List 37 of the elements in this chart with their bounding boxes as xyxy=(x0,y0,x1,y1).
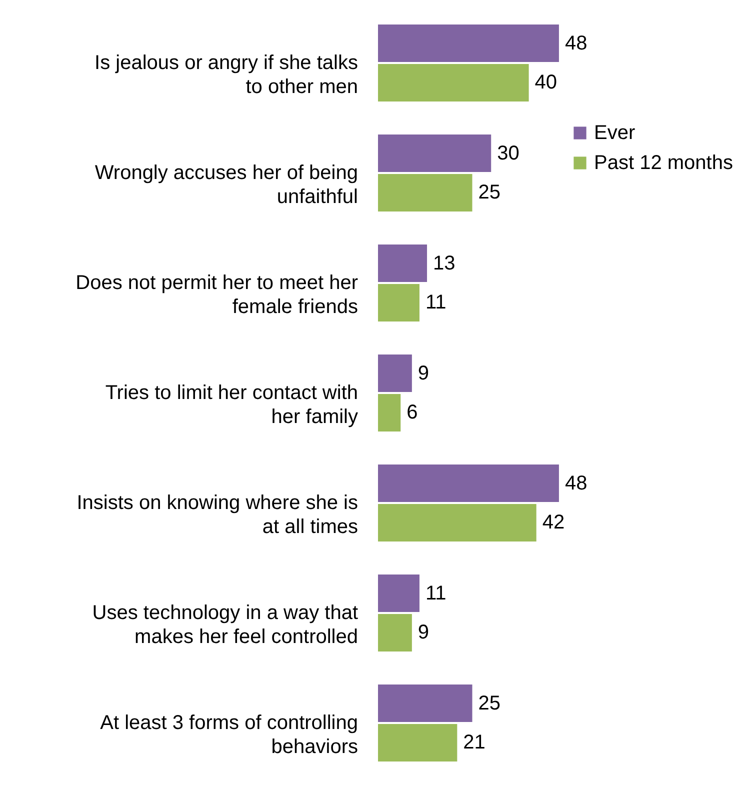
y-tick-label: Uses technology in a way that makes her feel controlled xyxy=(92,602,358,648)
legend-label: Ever xyxy=(594,122,636,144)
bar xyxy=(378,464,559,502)
data-label: 11 xyxy=(425,582,446,604)
bar xyxy=(378,724,458,762)
y-tick-label: Tries to limit her contact with her family xyxy=(105,382,358,428)
y-tick-label: Wrongly accuses her of being unfaithful xyxy=(94,162,358,208)
bar xyxy=(378,284,420,322)
bar xyxy=(378,354,412,392)
data-label: 9 xyxy=(418,622,430,644)
bar xyxy=(378,394,401,432)
data-label: 6 xyxy=(406,402,418,424)
data-label: 9 xyxy=(418,362,430,384)
bar xyxy=(378,574,420,612)
data-label: 40 xyxy=(534,72,558,94)
bar xyxy=(378,174,472,212)
data-label: 13 xyxy=(433,252,456,274)
data-label: 11 xyxy=(425,292,446,314)
y-tick-label: Insists on knowing where she is at all times xyxy=(76,492,358,538)
y-tick-label: Does not permit her to meet her female friends xyxy=(76,272,358,318)
data-label: 25 xyxy=(478,182,500,204)
data-label: 48 xyxy=(564,32,588,54)
bar xyxy=(378,64,529,102)
bar xyxy=(378,24,559,62)
data-label: 42 xyxy=(542,512,565,534)
bar xyxy=(378,614,412,652)
data-label: 25 xyxy=(478,692,500,714)
data-label: 48 xyxy=(564,472,588,494)
y-tick-label: At least 3 forms of controlling behaviors xyxy=(100,712,358,758)
data-label: 21 xyxy=(463,732,486,754)
bar xyxy=(378,684,472,722)
legend-label: Past 12 months xyxy=(594,152,733,174)
data-label: 30 xyxy=(497,142,520,164)
bar xyxy=(378,504,536,542)
y-tick-label: Is jealous or angry if she talks to other men xyxy=(94,52,358,98)
bar xyxy=(378,134,492,172)
bar xyxy=(378,244,428,282)
